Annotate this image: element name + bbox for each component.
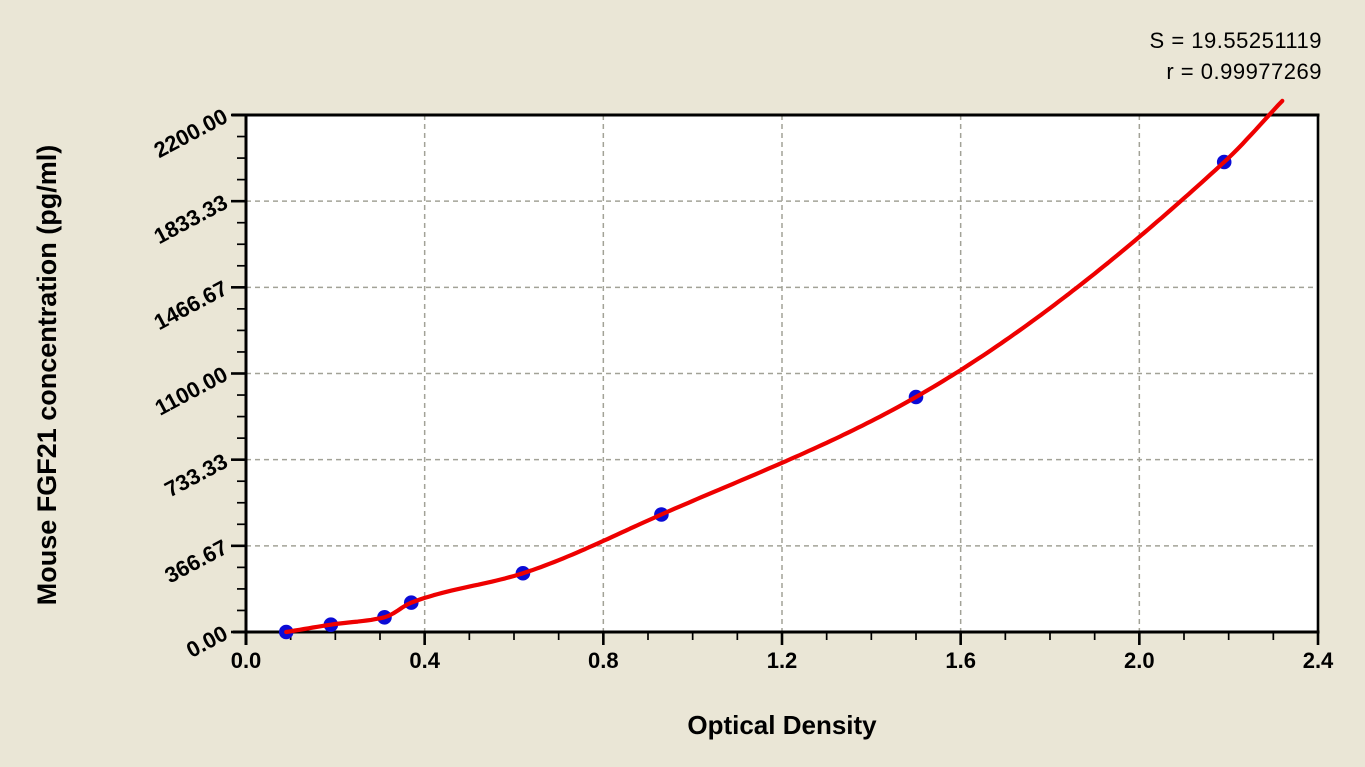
x-tick-label: 1.6: [945, 648, 976, 673]
annotation-s-value: S = 19.55251119: [1149, 28, 1322, 53]
x-axis-title: Optical Density: [687, 710, 877, 740]
y-axis-title: Mouse FGF21 concentration (pg/ml): [32, 144, 62, 606]
x-tick-label: 2.4: [1302, 648, 1334, 673]
x-tick-label: 1.2: [766, 648, 798, 673]
annotation-r-value: r = 0.99977269: [1166, 59, 1322, 84]
x-tick-label: 0.4: [409, 648, 440, 673]
fit-curve: [284, 98, 1285, 635]
x-tick-label: 0.0: [230, 648, 262, 673]
x-tick-label: 0.8: [588, 648, 619, 673]
x-tick-label: 2.0: [1124, 648, 1155, 673]
